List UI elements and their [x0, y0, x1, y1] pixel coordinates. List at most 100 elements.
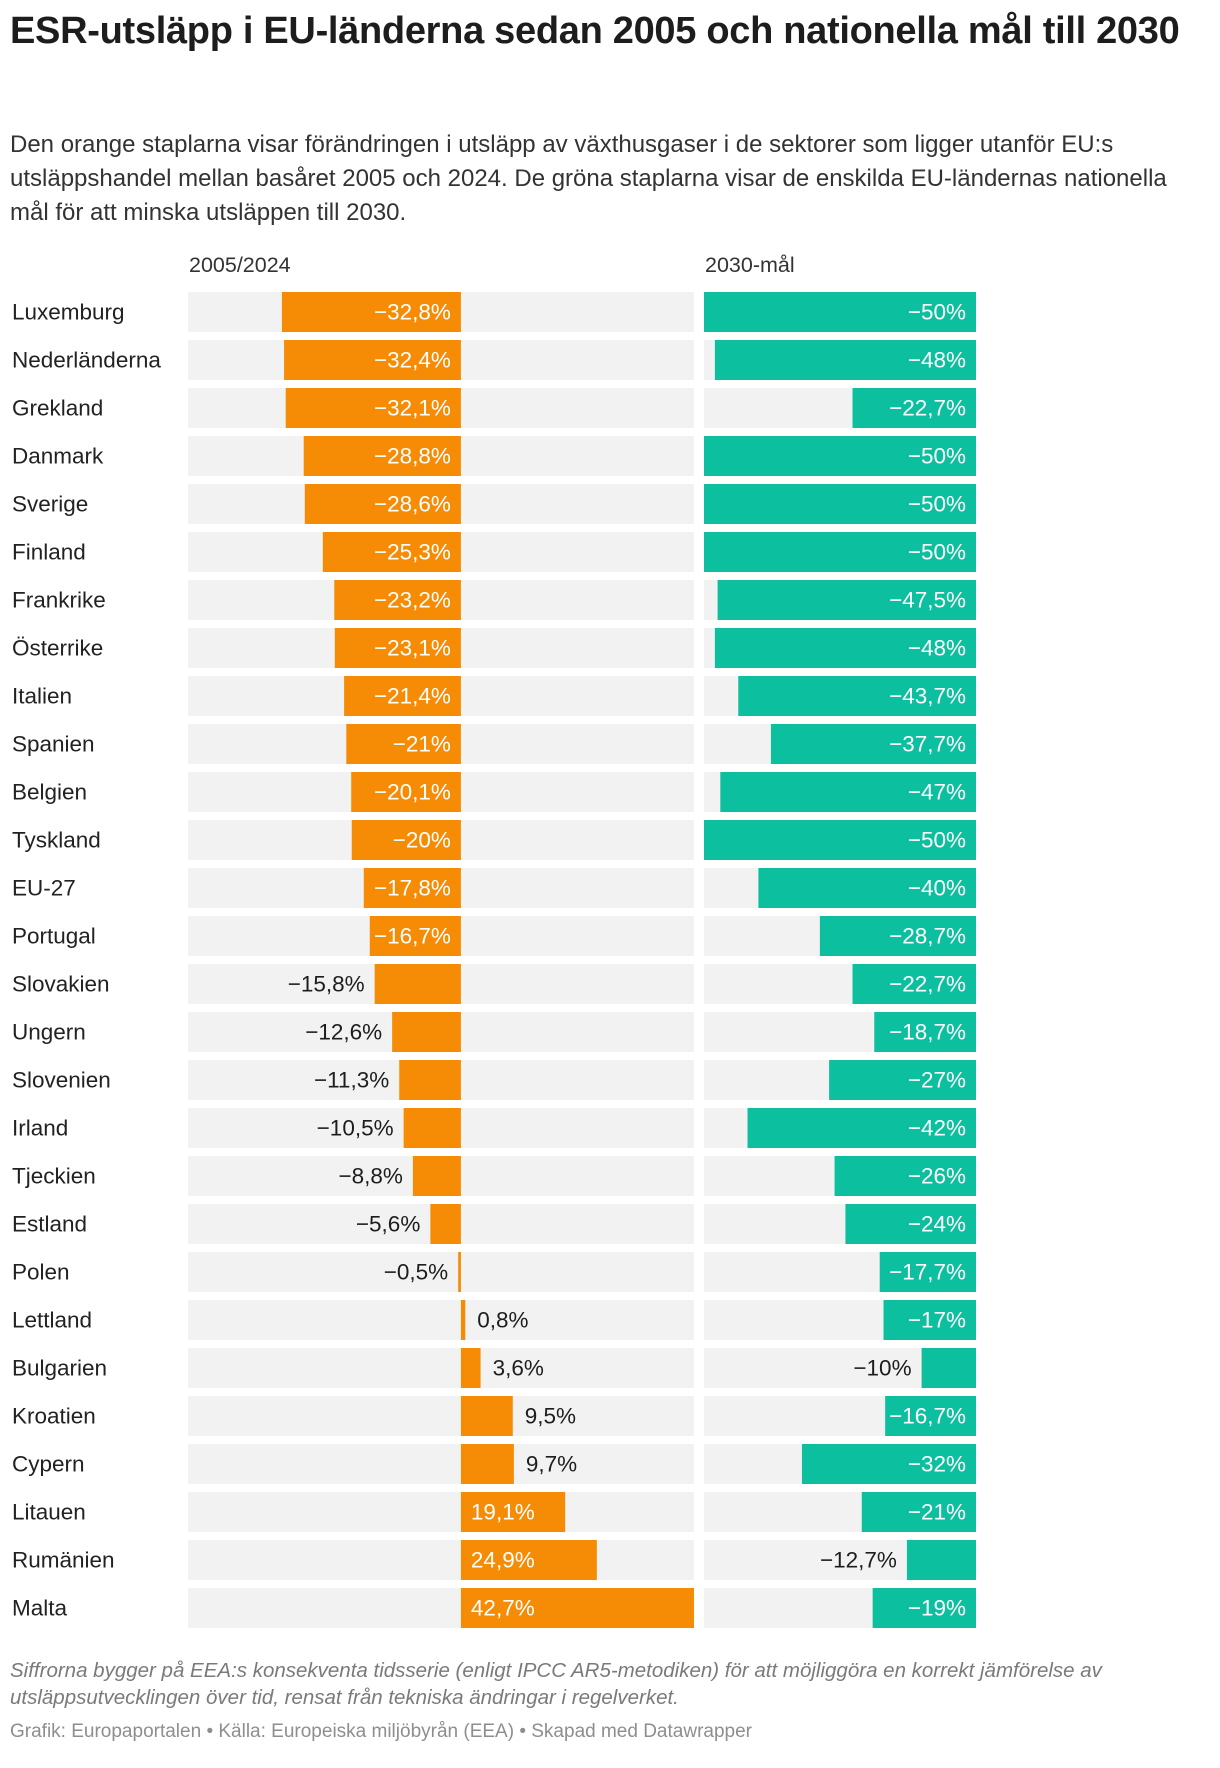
target-bar-portugal	[819, 916, 976, 956]
target-bar-belgien	[720, 772, 976, 812]
category-label-estland: Estland	[12, 1212, 87, 1237]
category-label-belgien: Belgien	[12, 780, 87, 805]
category-label-tjeckien: Tjeckien	[12, 1164, 96, 1189]
change-bar-portugal	[369, 916, 461, 956]
target-bar-ungern	[874, 1012, 976, 1052]
change-bar-lettland	[460, 1300, 466, 1340]
target-bar-nederlanderna	[714, 340, 976, 380]
category-label-slovakien: Slovakien	[12, 972, 110, 997]
column-header-2030-mal: 2030-mål	[705, 253, 795, 277]
target-value-label-rumanien: −12,7%	[820, 1548, 897, 1573]
target-bar-tjeckien	[834, 1156, 976, 1196]
target-value-label-tjeckien: −26%	[908, 1164, 966, 1189]
category-label-lettland: Lettland	[12, 1308, 92, 1333]
change-bar-frankrike	[334, 580, 461, 620]
change-value-label-rumanien: 24,9%	[471, 1548, 535, 1573]
category-label-kroatien: Kroatien	[12, 1404, 96, 1429]
change-value-label-frankrike: −23,2%	[374, 588, 451, 613]
change-bar-tyskland	[351, 820, 461, 860]
target-value-label-cypern: −32%	[908, 1452, 966, 1477]
target-bar-sverige	[704, 484, 976, 524]
target-value-label-belgien: −47%	[908, 780, 966, 805]
credits-line: Grafik: Europaportalen • Källa: Europeis…	[10, 1721, 752, 1742]
page-title: ESR-utsläpp i EU-länderna sedan 2005 och…	[10, 10, 1180, 52]
change-value-label-estland: −5,6%	[356, 1212, 420, 1237]
change-value-label-lettland: 0,8%	[477, 1308, 528, 1333]
change-value-label-belgien: −20,1%	[374, 780, 451, 805]
category-label-polen: Polen	[12, 1260, 70, 1285]
change-bar-litauen	[460, 1492, 566, 1532]
target-bar-kroatien	[885, 1396, 976, 1436]
change-bar-danmark	[303, 436, 461, 476]
target-value-label-ungern: −18,7%	[889, 1020, 966, 1045]
target-value-label-polen: −17,7%	[889, 1260, 966, 1285]
change-bar-belgien	[351, 772, 461, 812]
change-track-litauen	[188, 1492, 694, 1532]
change-value-label-sverige: −28,6%	[374, 492, 451, 517]
target-value-label-grekland: −22,7%	[889, 396, 966, 421]
change-bar-bulgarien	[460, 1348, 481, 1388]
target-bar-polen	[879, 1252, 976, 1292]
category-label-portugal: Portugal	[12, 924, 96, 949]
target-value-label-irland: −42%	[908, 1116, 966, 1141]
change-bar-ungern	[392, 1012, 461, 1052]
category-label-luxemburg: Luxemburg	[12, 300, 125, 325]
target-bar-bulgarien	[921, 1348, 976, 1388]
target-bar-cypern	[801, 1444, 976, 1484]
target-value-label-spanien: −37,7%	[889, 732, 966, 757]
change-bar-eu-27	[363, 868, 461, 908]
change-bar-estland	[430, 1204, 461, 1244]
change-value-label-portugal: −16,7%	[374, 924, 451, 949]
change-value-label-luxemburg: −32,8%	[374, 300, 451, 325]
change-bar-cypern	[460, 1444, 514, 1484]
category-label-spanien: Spanien	[12, 732, 95, 757]
category-label-ungern: Ungern	[12, 1020, 86, 1045]
target-bar-slovenien	[829, 1060, 976, 1100]
target-value-label-luxemburg: −50%	[908, 300, 966, 325]
category-label-sverige: Sverige	[12, 492, 88, 517]
target-bar-tyskland	[704, 820, 976, 860]
bar-chart: 2005/2024 2030-mål Luxemburg −32,8% −50% Nede…	[12, 253, 976, 1628]
target-bar-spanien	[770, 724, 976, 764]
category-label-danmark: Danmark	[12, 444, 104, 469]
change-bar-grekland	[285, 388, 461, 428]
change-bar-kroatien	[460, 1396, 513, 1436]
chart-description: Den orange staplarna visar förändringen …	[10, 131, 1167, 226]
target-bar-finland	[704, 532, 976, 572]
change-bar-italien	[344, 676, 461, 716]
change-bar-sverige	[304, 484, 461, 524]
category-label-malta: Malta	[12, 1596, 68, 1621]
target-value-label-portugal: −28,7%	[889, 924, 966, 949]
target-bar-lettland	[883, 1300, 976, 1340]
change-value-label-slovakien: −15,8%	[288, 972, 365, 997]
target-bar-italien	[738, 676, 976, 716]
category-label-litauen: Litauen	[12, 1500, 86, 1525]
target-value-label-estland: −24%	[908, 1212, 966, 1237]
column-header-2005-2024: 2005/2024	[189, 253, 291, 277]
change-value-label-grekland: −32,1%	[374, 396, 451, 421]
change-value-label-nederlanderna: −32,4%	[374, 348, 451, 373]
change-bar-nederlanderna	[284, 340, 461, 380]
category-label-grekland: Grekland	[12, 396, 103, 421]
target-bar-danmark	[704, 436, 976, 476]
category-label-italien: Italien	[12, 684, 72, 709]
target-value-label-danmark: −50%	[908, 444, 966, 469]
target-value-label-kroatien: −16,7%	[889, 1404, 966, 1429]
change-value-label-tjeckien: −8,8%	[338, 1164, 402, 1189]
category-label-osterrike: Österrike	[12, 636, 103, 661]
change-track-cypern	[188, 1444, 694, 1484]
change-value-label-italien: −21,4%	[374, 684, 451, 709]
target-value-label-bulgarien: −10%	[853, 1356, 911, 1381]
change-value-label-danmark: −28,8%	[374, 444, 451, 469]
change-bar-finland	[322, 532, 461, 572]
target-bar-estland	[845, 1204, 976, 1244]
change-value-label-cypern: 9,7%	[526, 1452, 577, 1477]
change-track-lettland	[188, 1300, 694, 1340]
target-value-label-nederlanderna: −48%	[908, 348, 966, 373]
change-bar-rumanien	[460, 1540, 597, 1580]
category-label-nederlanderna: Nederländerna	[12, 348, 161, 373]
change-value-label-kroatien: 9,5%	[525, 1404, 576, 1429]
category-label-eu-27: EU-27	[12, 876, 76, 901]
category-label-cypern: Cypern	[12, 1452, 85, 1477]
category-label-slovenien: Slovenien	[12, 1068, 111, 1093]
